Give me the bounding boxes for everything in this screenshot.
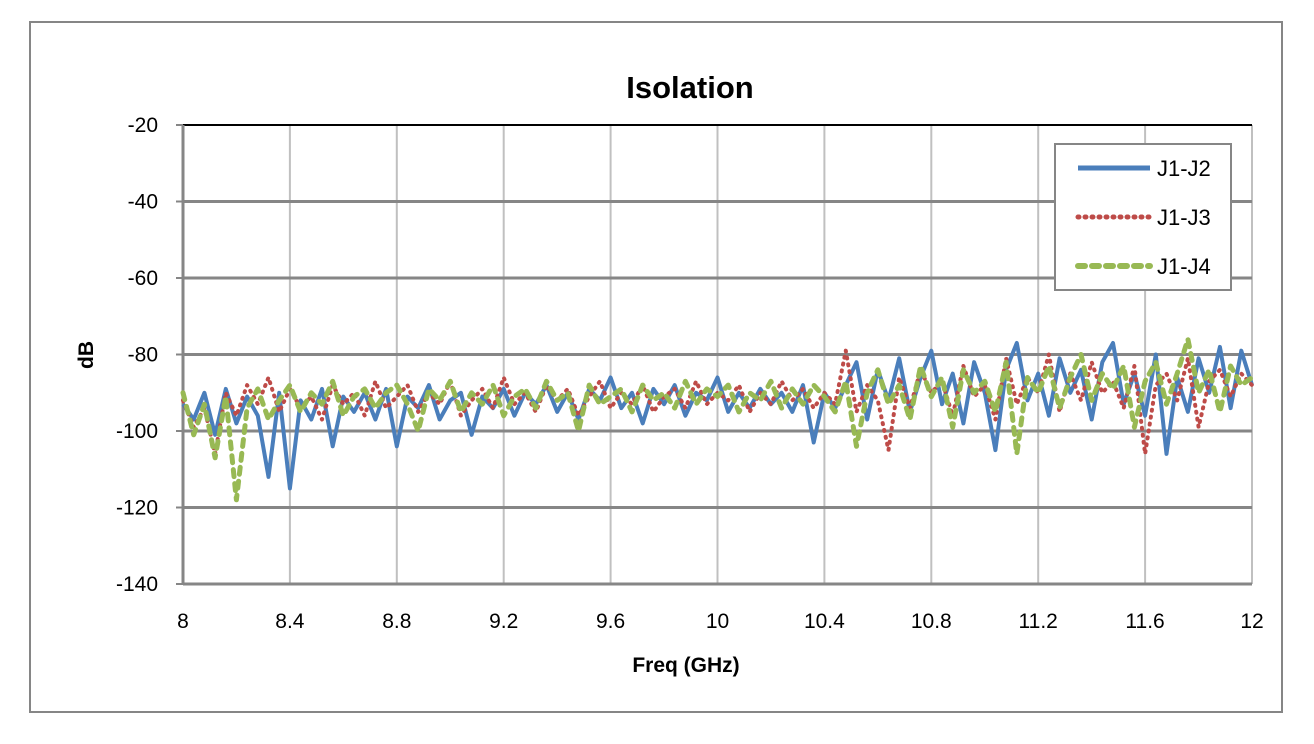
x-tick-label: 10 <box>706 610 729 633</box>
x-axis-label: Freq (GHz) <box>632 654 739 677</box>
chart-title: Isolation <box>626 70 753 105</box>
series-line-j1-j3 <box>181 348 1254 456</box>
plot-area <box>180 336 1255 503</box>
y-tick-label: -60 <box>128 267 158 290</box>
x-tick-label: 8 <box>177 610 189 633</box>
x-tick-label: 8.8 <box>382 610 411 633</box>
x-tick-label: 11.2 <box>1019 610 1058 633</box>
x-tick-label: 12 <box>1240 610 1263 633</box>
y-tick-labels: -20 -40 -60 -80 -100 -120 -140 <box>116 114 158 596</box>
x-tick-label: 8.4 <box>275 610 305 633</box>
x-tick-label: 10.4 <box>804 610 845 633</box>
y-tick-label: -140 <box>116 573 158 596</box>
x-tick-label: 11.6 <box>1125 610 1164 633</box>
y-tick-label: -80 <box>128 344 158 367</box>
series-line-j1-j4 <box>180 336 1255 503</box>
legend-label-j1-j2: J1-J2 <box>1157 156 1211 181</box>
y-tick-label: -40 <box>128 191 158 214</box>
x-tick-labels: 8 8.4 8.8 9.2 9.6 10 10.4 10.8 11.2 11.6 12 <box>177 610 1264 633</box>
x-tick-label: 9.6 <box>596 610 625 633</box>
legend: J1-J2 J1-J3 J1-J4 <box>1054 143 1232 291</box>
x-tick-label: 9.2 <box>489 610 518 633</box>
y-tick-label: -120 <box>116 497 158 520</box>
y-tick-label: -100 <box>116 420 158 443</box>
legend-label-j1-j3: J1-J3 <box>1157 205 1211 230</box>
y-axis-label: dB <box>75 341 98 369</box>
y-tick-label: -20 <box>128 114 158 137</box>
x-tick-label: 10.8 <box>911 610 952 633</box>
legend-label-j1-j4: J1-J4 <box>1157 254 1211 279</box>
